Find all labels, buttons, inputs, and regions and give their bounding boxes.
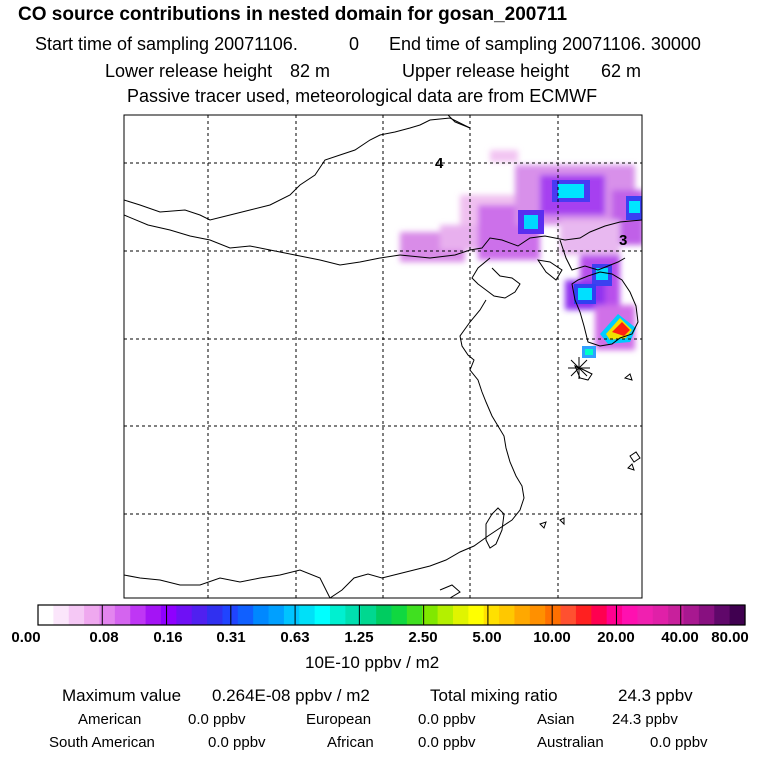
colorbar-swatch [637, 605, 654, 625]
colorbar-swatch [422, 605, 439, 625]
colorbar-swatch [606, 605, 623, 625]
receptor-star-icon [568, 357, 590, 379]
colorbar-swatch [514, 605, 531, 625]
colorbar-swatch [575, 605, 592, 625]
colorbar-tick: 2.50 [408, 629, 438, 646]
colorbar-swatch [130, 605, 147, 625]
region-value: 0.0 ppbv [418, 711, 476, 728]
colorbar-tick: 0.00 [11, 629, 41, 646]
colorbar-swatch [68, 605, 85, 625]
lower-release-value: 82 m [290, 61, 331, 81]
colorbar-swatch [345, 605, 362, 625]
upper-release-label: Upper release height [402, 61, 570, 81]
region-name: Asian [537, 711, 575, 728]
colorbar-tick: 0.63 [280, 629, 310, 646]
map-frame [123, 114, 643, 599]
colorbar-swatch [683, 605, 700, 625]
colorbar-swatch [391, 605, 408, 625]
lower-release-label: Lower release height [105, 61, 273, 81]
colorbar-swatch [529, 605, 546, 625]
region-value: 0.0 ppbv [188, 711, 246, 728]
colorbar-swatch [545, 605, 562, 625]
start-time-label: Start time of sampling 20071106. [35, 34, 298, 54]
colorbar-swatch [452, 605, 469, 625]
max-value-label: Maximum value [62, 686, 182, 705]
map-label-4: 4 [435, 155, 444, 172]
colorbar-swatch [483, 605, 500, 625]
colorbar-swatch [160, 605, 177, 625]
map-label-3: 3 [619, 232, 627, 249]
colorbar-tick: 5.00 [472, 629, 502, 646]
colorbar-tick: 0.31 [216, 629, 246, 646]
colorbar-swatch [53, 605, 70, 625]
colorbar-swatch [360, 605, 377, 625]
colorbar-swatch [591, 605, 608, 625]
plume-hotspots [518, 180, 642, 358]
colorbar-swatch [652, 605, 669, 625]
colorbar [38, 605, 746, 625]
region-name: South American [49, 734, 155, 751]
colorbar-units: 10E-10 ppbv / m2 [305, 653, 440, 672]
colorbar-tick: 1.25 [344, 629, 374, 646]
graticule [124, 115, 642, 598]
colorbar-swatch [406, 605, 423, 625]
colorbar-swatch [468, 605, 485, 625]
colorbar-swatch [729, 605, 746, 625]
total-mixing-label: Total mixing ratio [430, 686, 558, 705]
coastlines [124, 115, 642, 598]
region-name: African [327, 734, 374, 751]
colorbar-swatch [668, 605, 685, 625]
colorbar-swatch [283, 605, 300, 625]
start-time-value: 0 [349, 34, 360, 54]
map-title: CO source contributions in nested domain… [18, 4, 568, 25]
total-mixing-value: 24.3 ppbv [618, 686, 693, 705]
colorbar-swatch [207, 605, 224, 625]
colorbar-tick: 80.00 [711, 629, 749, 646]
upper-release-value: 62 m [601, 61, 642, 81]
colorbar-tick: 20.00 [597, 629, 635, 646]
colorbar-swatch [299, 605, 316, 625]
colorbar-swatch [145, 605, 162, 625]
colorbar-swatch [99, 605, 116, 625]
colorbar-swatch [499, 605, 516, 625]
region-name: American [78, 711, 142, 728]
colorbar-frame [37, 604, 746, 626]
colorbar-swatch [330, 605, 346, 625]
tracer-note: Passive tracer used, meteorological data… [127, 86, 598, 106]
colorbar-swatch [114, 605, 131, 625]
max-value: 0.264E-08 ppbv / m2 [212, 686, 370, 705]
colorbar-dividers [101, 605, 682, 625]
region-name: Australian [537, 734, 604, 751]
colorbar-swatch [237, 605, 254, 625]
colorbar-swatch [176, 605, 193, 625]
colorbar-swatch [560, 605, 577, 625]
colorbar-swatch [314, 605, 331, 625]
region-value: 24.3 ppbv [612, 711, 678, 728]
colorbar-tick: 0.16 [153, 629, 183, 646]
colorbar-swatch [191, 605, 208, 625]
map-area [124, 115, 642, 598]
region-value: 0.0 ppbv [650, 734, 708, 751]
region-value: 0.0 ppbv [418, 734, 476, 751]
colorbar-swatch [698, 605, 715, 625]
region-value: 0.0 ppbv [208, 734, 266, 751]
colorbar-swatch [253, 605, 270, 625]
colorbar-swatch [437, 605, 454, 625]
colorbar-swatch [268, 605, 285, 625]
colorbar-tick: 40.00 [661, 629, 699, 646]
end-time-label: End time of sampling 20071106. 30000 [389, 34, 701, 54]
colorbar-tick: 10.00 [533, 629, 571, 646]
colorbar-swatch [38, 605, 54, 625]
region-name: European [306, 711, 372, 728]
colorbar-swatch [622, 605, 639, 625]
colorbar-swatch [84, 605, 101, 625]
colorbar-swatch [376, 605, 393, 625]
colorbar-tick: 0.08 [89, 629, 119, 646]
concentration-plume [400, 150, 642, 350]
colorbar-swatch [714, 605, 731, 625]
